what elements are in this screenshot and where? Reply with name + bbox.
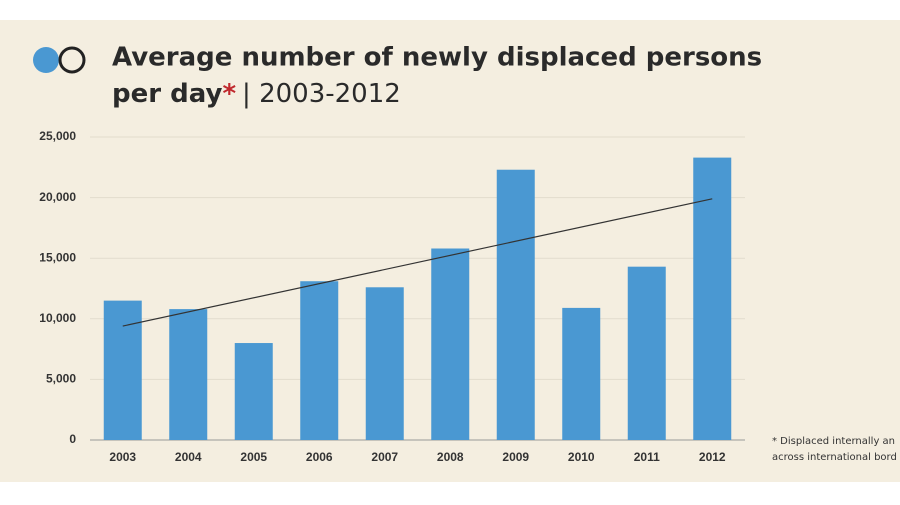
bar (300, 281, 339, 440)
legend-icon (33, 47, 59, 73)
bar (693, 157, 732, 440)
y-tick-label: 15,000 (39, 250, 76, 264)
title-part: per day (112, 79, 222, 109)
x-tick-label: 2006 (306, 450, 333, 464)
x-tick-label: 2008 (437, 450, 464, 464)
x-tick-label: 2012 (699, 450, 726, 464)
bar (496, 169, 535, 440)
chart-subtitle: per day* | 2003-2012 (112, 79, 401, 109)
asterisk: * (222, 79, 236, 109)
y-tick-label: 5,000 (46, 372, 76, 386)
y-tick-label: 0 (69, 432, 76, 446)
legend-icon (58, 46, 86, 74)
years: | 2003-2012 (242, 79, 401, 109)
bar (627, 266, 666, 440)
x-tick-label: 2003 (109, 450, 136, 464)
x-tick-label: 2005 (240, 450, 267, 464)
footnote: * Displaced internally an (772, 436, 895, 447)
trend-line (122, 198, 713, 327)
bar (169, 309, 208, 440)
y-tick-label: 20,000 (39, 190, 76, 204)
bar (562, 307, 601, 440)
x-tick-label: 2004 (175, 450, 202, 464)
bar (365, 287, 404, 440)
chart-title: Average number of newly displaced person… (112, 43, 762, 73)
x-tick-label: 2010 (568, 450, 595, 464)
y-tick-label: 10,000 (39, 311, 76, 325)
bar (103, 300, 142, 440)
bar (431, 248, 470, 440)
x-tick-label: 2011 (634, 450, 660, 464)
y-tick-label: 25,000 (39, 129, 76, 143)
footnote: across international bord (772, 452, 897, 463)
x-tick-label: 2009 (502, 450, 529, 464)
bar (234, 343, 273, 440)
x-tick-label: 2007 (371, 450, 398, 464)
